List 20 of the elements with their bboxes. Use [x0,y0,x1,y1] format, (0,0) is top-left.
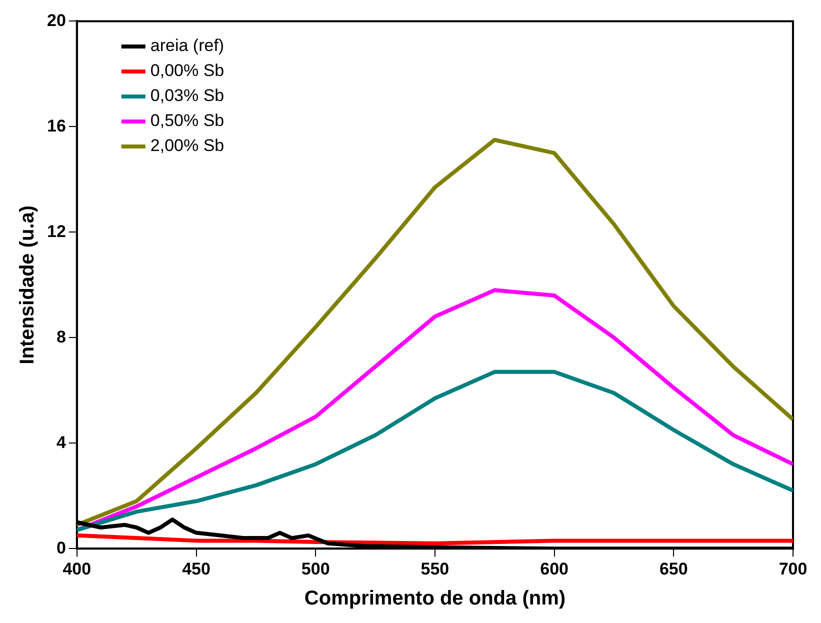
legend-label: areia (ref) [150,36,224,56]
y-tick-label: 20 [46,10,66,30]
legend-label: 0,50% Sb [150,111,224,130]
x-tick-label: 700 [778,559,808,578]
x-tick-label: 600 [540,559,568,578]
x-tick-label: 450 [182,559,210,578]
y-tick-label: 0 [56,538,66,558]
y-tick-label: 16 [46,116,66,136]
legend-label: 0,00% Sb [150,61,224,80]
y-tick-label: 4 [56,432,66,452]
y-tick-label: 12 [46,222,66,241]
y-tick-label: 8 [56,327,66,346]
x-tick-label: 650 [659,559,688,578]
x-tick-label: 400 [62,559,92,578]
legend-label: 2,00% Sb [150,136,224,156]
legend-label: 0,03% Sb [150,86,224,106]
y-axis-title: Intensidade (u.a) [16,205,39,364]
x-tick-label: 500 [301,559,330,578]
x-axis-title: Comprimento de onda (nm) [304,588,566,610]
x-tick-label: 550 [420,559,450,578]
